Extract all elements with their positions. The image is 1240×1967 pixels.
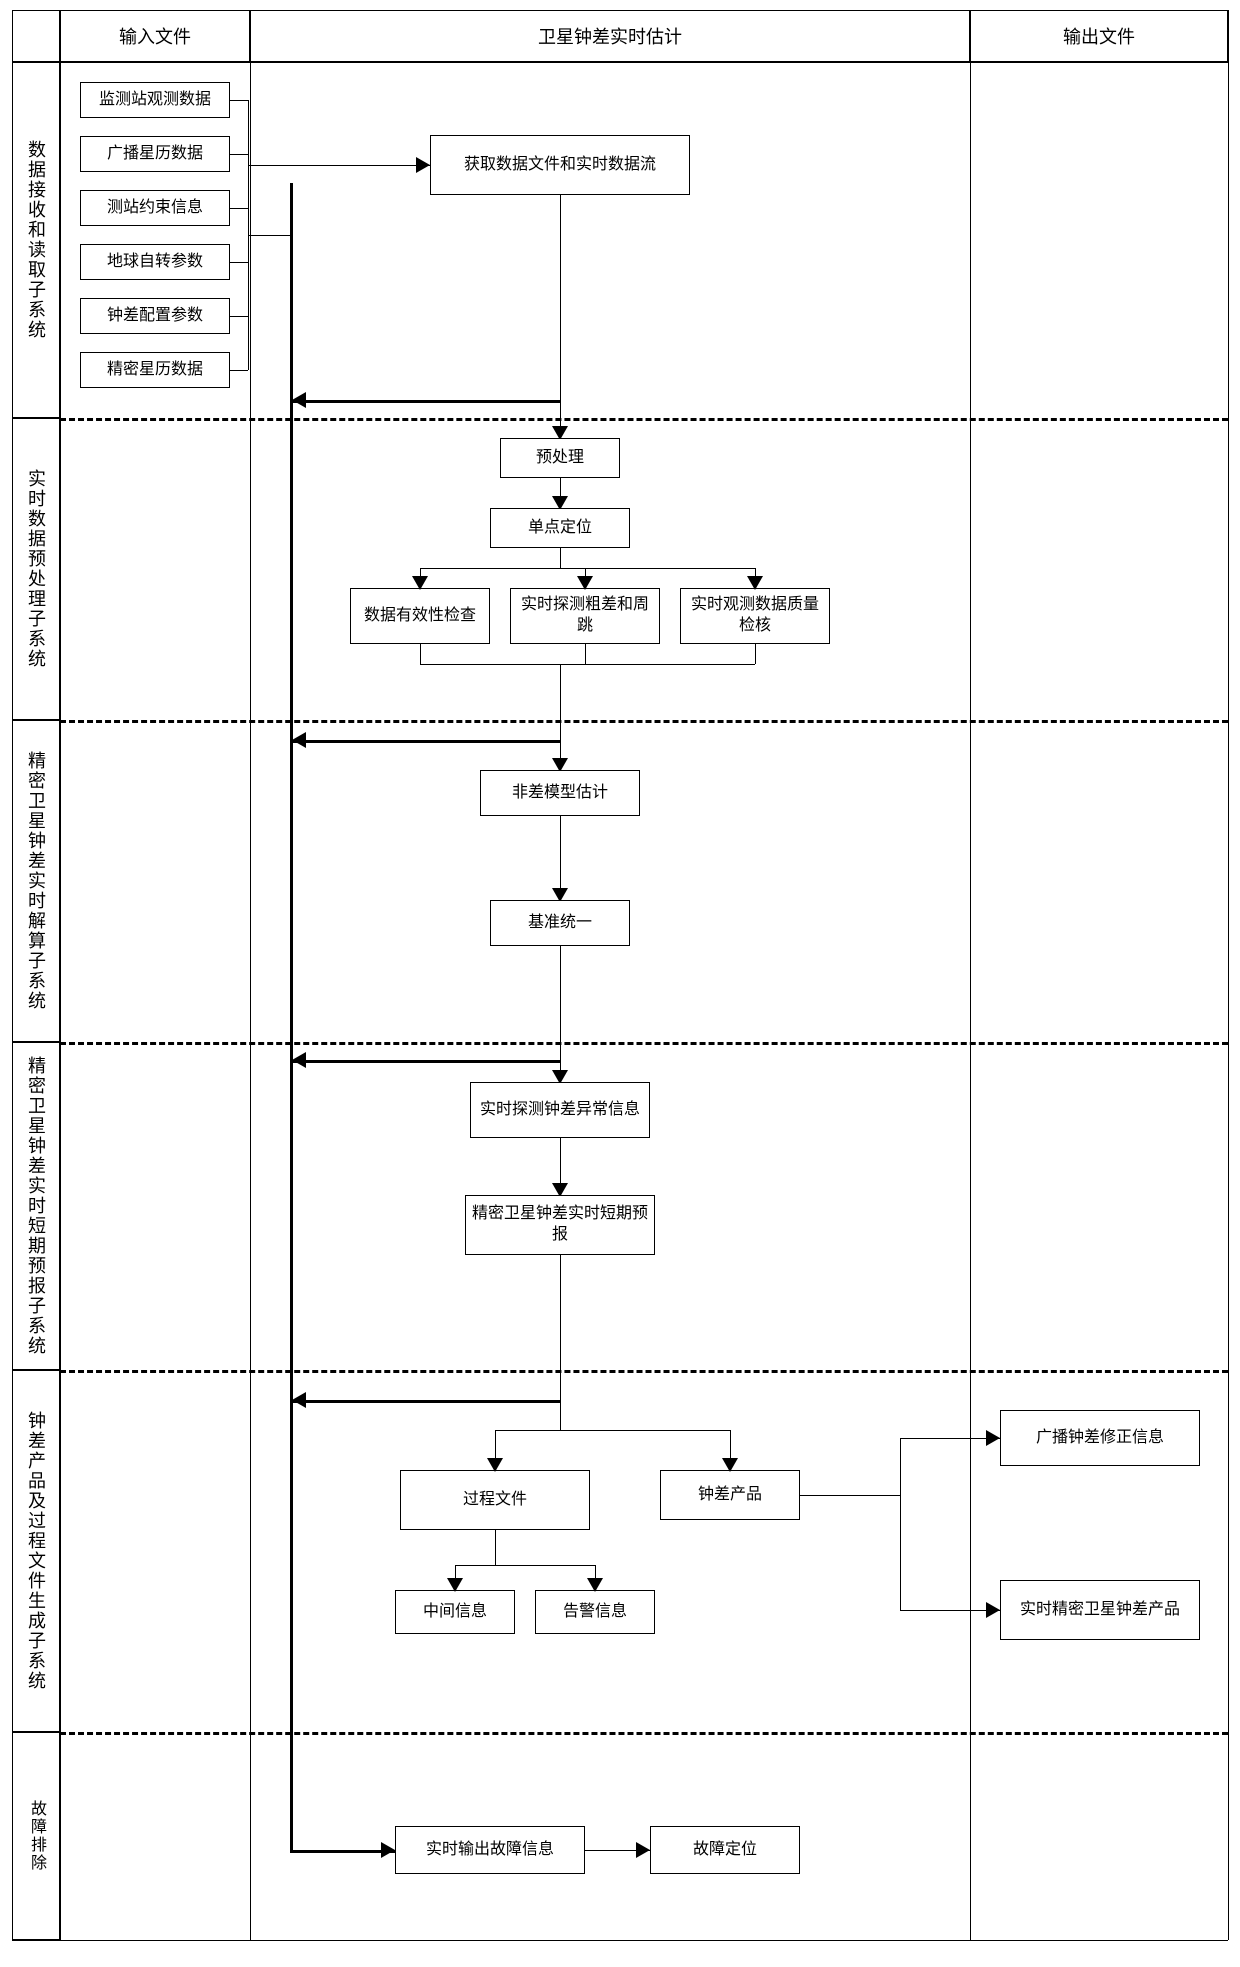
node-validity: 数据有效性检查	[350, 588, 490, 644]
node-undiff: 非差模型估计	[480, 770, 640, 816]
node-preproc: 预处理	[500, 438, 620, 478]
arrow	[412, 576, 428, 590]
input-5: 精密星历数据	[80, 352, 230, 388]
arrow	[416, 157, 430, 173]
node-midinfo: 中间信息	[395, 1590, 515, 1634]
arrow	[986, 1602, 1000, 1618]
arrow	[292, 392, 306, 408]
arrow	[722, 1458, 738, 1472]
arrow	[577, 576, 593, 590]
arrow	[747, 576, 763, 590]
node-detect: 实时探测粗差和周跳	[510, 588, 660, 644]
node-procfile: 过程文件	[400, 1470, 590, 1530]
input-2: 测站约束信息	[80, 190, 230, 226]
node-alarminfo: 告警信息	[535, 1590, 655, 1634]
arrow	[487, 1458, 503, 1472]
input-4: 钟差配置参数	[80, 298, 230, 334]
node-clkprod: 钟差产品	[660, 1470, 800, 1520]
output-broadcast: 广播钟差修正信息	[1000, 1410, 1200, 1466]
input-1: 广播星历数据	[80, 136, 230, 172]
node-spp: 单点定位	[490, 508, 630, 548]
arrow	[447, 1578, 463, 1592]
row-label-r3: 精密卫星钟差实时解算子系统	[12, 720, 60, 1042]
arrow	[292, 732, 306, 748]
arrow	[636, 1842, 650, 1858]
arrow	[986, 1430, 1000, 1446]
row-label-r6: 故障排除	[12, 1732, 60, 1940]
node-datum: 基准统一	[490, 900, 630, 946]
arrow	[381, 1842, 395, 1858]
node-acquire: 获取数据文件和实时数据流	[430, 135, 690, 195]
header-output: 输出文件	[970, 10, 1228, 62]
input-3: 地球自转参数	[80, 244, 230, 280]
row-label-r5: 钟差产品及过程文件生成子系统	[12, 1370, 60, 1732]
node-quality: 实时观测数据质量检核	[680, 588, 830, 644]
header-input: 输入文件	[60, 10, 250, 62]
input-0: 监测站观测数据	[80, 82, 230, 118]
row-label-r4: 精密卫星钟差实时短期预报子系统	[12, 1042, 60, 1370]
node-forecast: 精密卫星钟差实时短期预报	[465, 1195, 655, 1255]
row-label-r1: 数据接收和读取子系统	[12, 62, 60, 418]
output-precise: 实时精密卫星钟差产品	[1000, 1580, 1200, 1640]
arrow	[587, 1578, 603, 1592]
arrow	[292, 1052, 306, 1068]
header-center: 卫星钟差实时估计	[250, 10, 970, 62]
row-label-r2: 实时数据预处理子系统	[12, 418, 60, 720]
node-faultout: 实时输出故障信息	[395, 1826, 585, 1874]
arrow	[292, 1392, 306, 1408]
header-blank	[12, 10, 60, 62]
node-faultloc: 故障定位	[650, 1826, 800, 1874]
node-anomaly: 实时探测钟差异常信息	[470, 1082, 650, 1138]
